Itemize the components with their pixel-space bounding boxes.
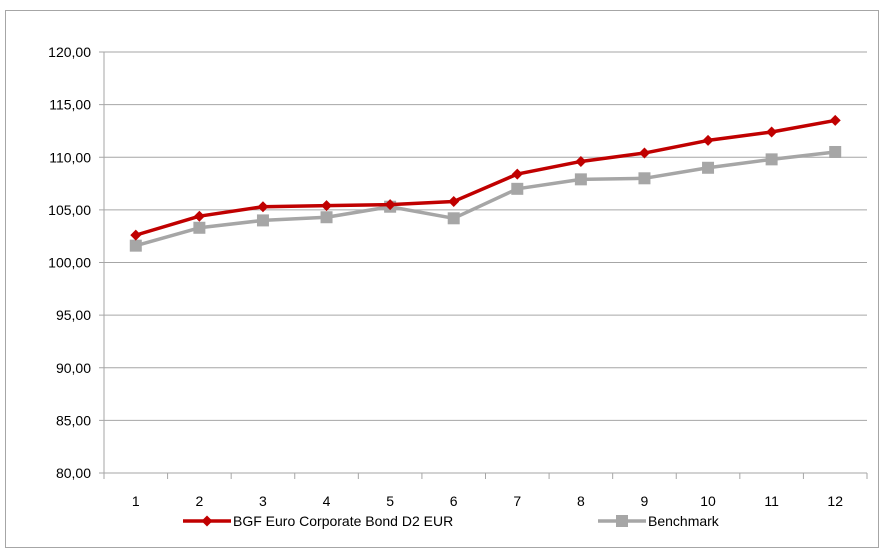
data-point-marker: [638, 172, 651, 185]
series-group: [129, 114, 842, 252]
x-tick-label: 4: [323, 493, 331, 509]
data-point-marker: [193, 221, 206, 234]
y-tick-label: 100,00: [48, 255, 91, 271]
x-axis-tick-labels: 1 2 3 4 5 6 7 8 9 10 11 12: [132, 493, 843, 509]
data-point-marker: [511, 168, 523, 180]
data-point-marker: [702, 161, 715, 174]
data-point-marker: [129, 239, 142, 252]
axes: [99, 51, 868, 479]
data-point-marker: [575, 155, 587, 167]
y-tick-label: 95,00: [56, 307, 91, 323]
x-tick-label: 5: [386, 493, 394, 509]
y-tick-label: 120,00: [48, 44, 91, 60]
data-point-marker: [829, 114, 841, 126]
x-tick-label: 9: [641, 493, 649, 509]
series-line: [135, 118, 836, 237]
y-tick-label: 105,00: [48, 202, 91, 218]
data-point-marker: [130, 229, 142, 241]
data-point-marker: [766, 126, 778, 138]
y-tick-label: 110,00: [49, 149, 91, 165]
legend-marker: [616, 515, 628, 527]
legend: BGF Euro Corporate Bond D2 EUR Benchmark: [183, 513, 720, 529]
data-point-marker: [829, 145, 842, 158]
data-point-marker: [320, 211, 333, 224]
x-tick-label: 10: [700, 493, 716, 509]
x-tick-label: 3: [259, 493, 267, 509]
data-point-marker: [702, 134, 714, 146]
y-tick-label: 115,00: [49, 97, 91, 113]
data-point-marker: [257, 201, 269, 213]
legend-marker: [201, 515, 213, 527]
data-point-marker: [384, 199, 396, 211]
data-point-marker: [511, 182, 524, 195]
x-tick-label: 2: [195, 493, 203, 509]
data-point-marker: [448, 195, 460, 207]
data-point-marker: [256, 214, 269, 227]
y-tick-label: 80,00: [56, 465, 91, 481]
data-point-marker: [638, 147, 650, 159]
data-point-marker: [765, 153, 778, 166]
x-tick-label: 12: [827, 493, 843, 509]
y-tick-label: 85,00: [56, 412, 91, 428]
x-tick-label: 11: [764, 493, 779, 509]
x-tick-label: 7: [513, 493, 521, 509]
data-point-marker: [574, 173, 587, 186]
data-point-marker: [447, 212, 460, 225]
data-point-marker: [321, 200, 333, 212]
chart-frame: [5, 10, 879, 548]
y-tick-label: 90,00: [56, 360, 91, 376]
x-tick-label: 6: [450, 493, 458, 509]
x-tick-label: 8: [577, 493, 585, 509]
gridlines: [104, 51, 867, 421]
x-tick-label: 1: [132, 493, 140, 509]
legend-label: Benchmark: [648, 513, 720, 529]
data-point-marker: [193, 210, 205, 222]
y-axis-tick-labels: 80,00 85,00 90,00 95,00 100,00 105,00 110,00 11…: [48, 44, 91, 481]
series-line: [135, 150, 836, 248]
legend-label: BGF Euro Corporate Bond D2 EUR: [233, 513, 453, 529]
